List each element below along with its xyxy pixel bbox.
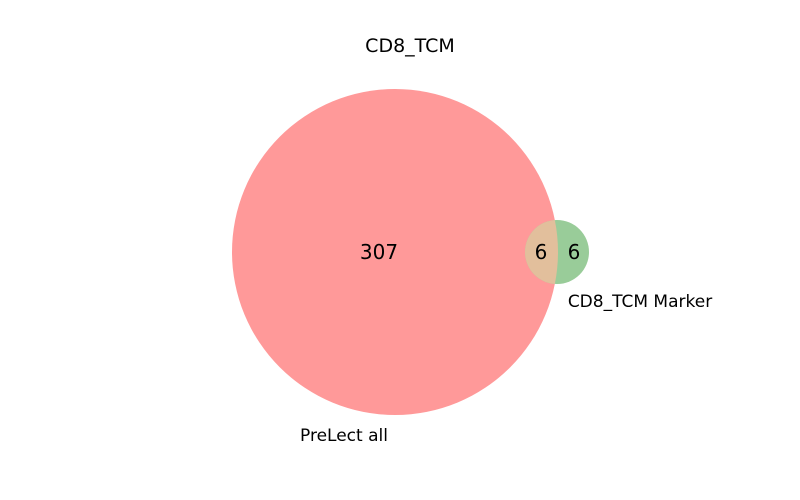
- set-a-label: PreLect all: [300, 426, 388, 446]
- set-a-only-count: 307: [360, 240, 398, 264]
- set-b-only-count: 6: [568, 240, 581, 264]
- diagram-title: CD8_TCM: [365, 35, 455, 57]
- intersection-count: 6: [535, 240, 548, 264]
- set-a-circle: [232, 89, 558, 415]
- set-b-label: CD8_TCM Marker: [568, 292, 712, 312]
- intersection-region: [525, 220, 558, 284]
